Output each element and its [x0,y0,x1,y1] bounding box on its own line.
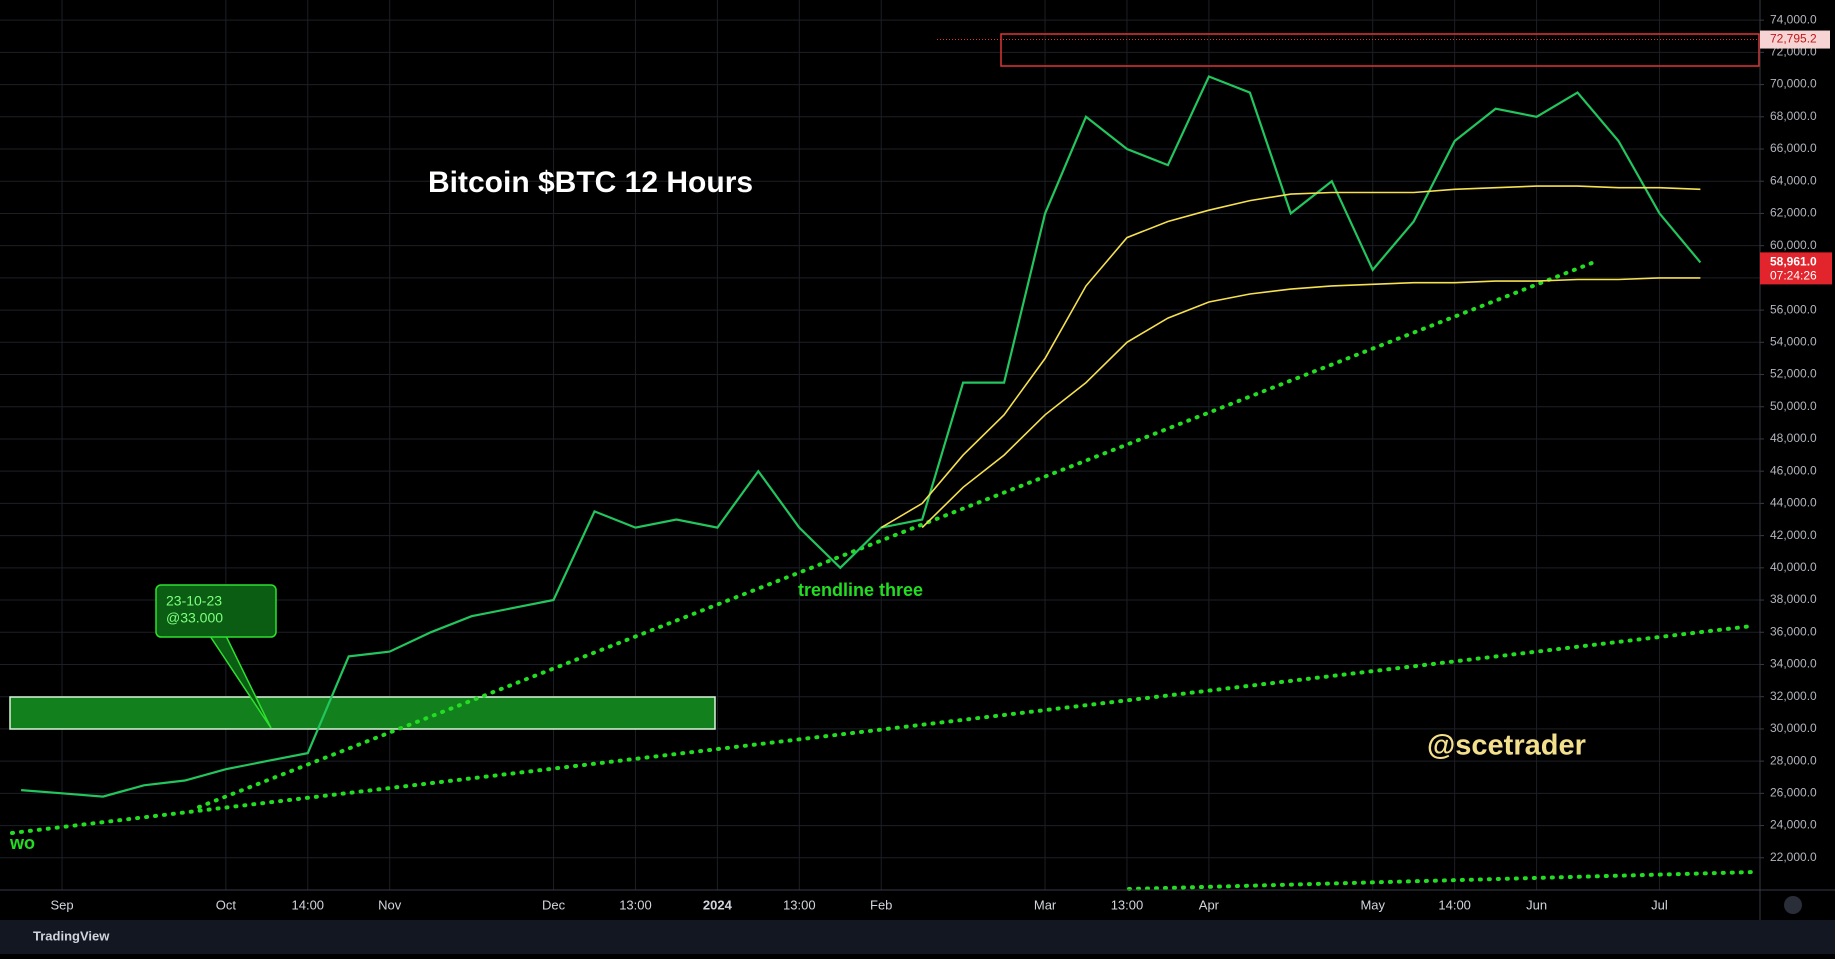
y-tick-label: 60,000.0 [1770,238,1817,252]
price-line [21,75,1702,798]
level-label: 72,795.2 [1770,32,1817,46]
trendline-one [1127,870,1757,891]
chart-title: Bitcoin $BTC 12 Hours [428,166,753,199]
support-zone [9,696,716,730]
y-tick-label: 22,000.0 [1770,850,1817,864]
moving-average [921,277,1701,529]
y-tick-label: 30,000.0 [1770,721,1817,735]
resistance-zone [1000,33,1760,67]
x-tick-label: 14:00 [292,897,325,912]
level-tag [1760,30,1830,49]
x-tick-label: 13:00 [1111,897,1144,912]
y-tick-label: 32,000.0 [1770,689,1817,703]
x-tick-label: Feb [870,897,892,912]
marks [21,39,1760,798]
countdown: 07:24:26 [1770,269,1817,283]
y-tick-label: 68,000.0 [1770,109,1817,123]
x-tick-label: 14:00 [1438,897,1471,912]
y-tick-label: 36,000.0 [1770,624,1817,638]
settings-button[interactable] [1784,896,1802,914]
y-tick-label: 70,000.0 [1770,77,1817,91]
y-tick-label: 24,000.0 [1770,818,1817,832]
y-tick-label: 26,000.0 [1770,786,1817,800]
last-price-label: 58,961.0 [1770,255,1817,269]
y-tick-label: 34,000.0 [1770,657,1817,671]
trendline-two-label: wo [9,833,35,853]
y-tick-label: 56,000.0 [1770,302,1817,316]
y-tick-label: 46,000.0 [1770,463,1817,477]
x-tick-label: Nov [378,897,402,912]
callout-date: 23-10-23 [166,593,222,609]
y-tick-label: 42,000.0 [1770,528,1817,542]
y-tick-label: 54,000.0 [1770,334,1817,348]
trendline-three [197,259,1599,809]
last-price-tag [1760,252,1832,285]
y-tick-label: 50,000.0 [1770,399,1817,413]
y-tick-label: 40,000.0 [1770,560,1817,574]
axis-labels: 22,000.0 24,000.0 26,000.0 28,000.0 30,000.0… [50,12,1832,912]
y-tick-label: 28,000.0 [1770,753,1817,767]
callout-price: @33.000 [166,610,223,626]
y-tick-label: 64,000.0 [1770,173,1817,187]
x-tick-label: Apr [1199,897,1220,912]
x-tick-label: 13:00 [619,897,652,912]
y-tick-label: 74,000.0 [1770,12,1817,26]
x-tick-label: May [1360,897,1385,912]
x-tick-label: 2024 [703,897,733,912]
footer [0,920,1835,954]
price-axis [1760,0,1835,920]
callout [155,584,277,638]
x-tick-label: 13:00 [783,897,816,912]
handle: @scetrader [1427,730,1586,762]
y-tick-label: 62,000.0 [1770,206,1817,220]
y-tick-label: 66,000.0 [1770,141,1817,155]
x-tick-label: Jun [1526,897,1547,912]
y-tick-label: 44,000.0 [1770,496,1817,510]
trendline-label: trendline three [798,580,923,600]
x-tick-label: Sep [50,897,73,912]
y-tick-label: 38,000.0 [1770,592,1817,606]
x-tick-label: Mar [1034,897,1057,912]
x-tick-label: Oct [216,897,237,912]
y-tick-label: 48,000.0 [1770,431,1817,445]
y-tick-label: 52,000.0 [1770,367,1817,381]
moving-average [880,185,1701,529]
trendline-two [10,624,1754,835]
brand: TradingView [33,928,110,943]
x-tick-label: Jul [1651,897,1668,912]
x-tick-label: Dec [542,897,566,912]
